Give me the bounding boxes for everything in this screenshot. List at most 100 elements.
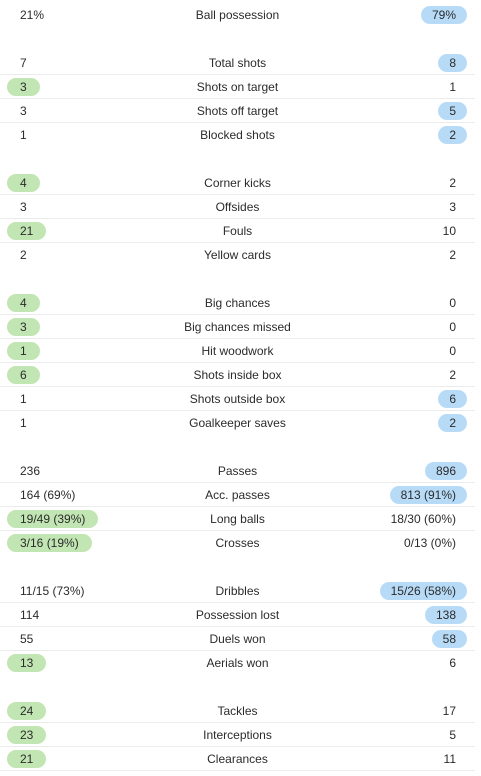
home-value: 55 <box>20 632 34 646</box>
away-value: 813 (91%) <box>389 486 467 504</box>
stat-label: Shots inside box <box>193 368 282 382</box>
stat-row-total-shots: Total shots 7 8 <box>0 51 475 75</box>
stat-row-shots-on-target: Shots on target 3 1 <box>0 75 475 99</box>
stat-label: Crosses <box>215 536 260 550</box>
away-value: 0 <box>449 320 456 334</box>
stat-label: Big chances <box>204 296 271 310</box>
home-value: 1 <box>20 392 27 406</box>
away-value: 15/26 (58%) <box>379 582 467 600</box>
stat-label: Total shots <box>208 56 267 70</box>
stat-row-offsides: Offsides 3 3 <box>0 195 475 219</box>
home-value: 3 <box>20 200 27 214</box>
stat-label: Goalkeeper saves <box>189 416 286 430</box>
stat-label: Long balls <box>210 512 265 526</box>
away-value: 2 <box>449 176 456 190</box>
home-value: 19/49 (39%) <box>7 510 99 528</box>
away-value: 5 <box>449 728 456 742</box>
away-value: 2 <box>449 248 456 262</box>
stat-row-shots-inside-box: Shots inside box 6 2 <box>0 363 475 387</box>
away-value: 896 <box>424 462 467 480</box>
away-value: 17 <box>442 704 456 718</box>
stat-row-ball-possession: Ball possession 21% 79% <box>0 3 475 27</box>
stat-label: Shots outside box <box>189 392 286 406</box>
home-value: 114 <box>20 608 40 622</box>
away-value: 79% <box>420 6 467 24</box>
stat-row-corner-kicks: Corner kicks 4 2 <box>0 171 475 195</box>
stat-row-tackles: Tackles 24 17 <box>0 699 475 723</box>
stat-label: Aerials won <box>206 656 269 670</box>
away-value: 58 <box>431 630 467 648</box>
stat-row-possession-lost: Possession lost 114 138 <box>0 603 475 627</box>
stat-label: Dribbles <box>215 584 260 598</box>
home-value: 236 <box>20 464 41 478</box>
stat-label: Hit woodwork <box>201 344 274 358</box>
stat-label: Blocked shots <box>200 128 275 142</box>
away-value: 2 <box>438 414 467 432</box>
home-value: 21 <box>7 750 47 768</box>
home-value: 6 <box>7 366 40 384</box>
stat-row-acc-passes: Acc. passes 164 (69%) 813 (91%) <box>0 483 475 507</box>
away-value: 10 <box>442 224 456 238</box>
stat-row-aerials-won: Aerials won 13 6 <box>0 651 475 675</box>
stat-label: Clearances <box>207 752 268 766</box>
home-value: 3 <box>20 104 27 118</box>
home-value: 11/15 (73%) <box>20 584 85 598</box>
away-value: 8 <box>438 54 467 72</box>
stat-row-crosses: Crosses 3/16 (19%) 0/13 (0%) <box>0 531 475 555</box>
away-value: 5 <box>438 102 467 120</box>
stat-label: Shots on target <box>196 80 279 94</box>
home-value: 1 <box>20 416 27 430</box>
stat-row-interceptions: Interceptions 23 5 <box>0 723 475 747</box>
home-value: 1 <box>20 128 27 142</box>
home-value: 7 <box>20 56 27 70</box>
away-value: 0/13 (0%) <box>403 536 456 550</box>
stat-row-goalkeeper-saves: Goalkeeper saves 1 2 <box>0 411 475 435</box>
home-value: 4 <box>7 294 40 312</box>
stat-row-hit-woodwork: Hit woodwork 1 0 <box>0 339 475 363</box>
stat-label: Duels won <box>209 632 266 646</box>
away-value: 1 <box>449 80 456 94</box>
stat-label: Offsides <box>215 200 260 214</box>
stat-label: Possession lost <box>195 608 280 622</box>
away-value: 0 <box>449 296 456 310</box>
stat-label: Shots off target <box>196 104 279 118</box>
stat-row-passes: Passes 236 896 <box>0 459 475 483</box>
stat-label: Interceptions <box>203 728 272 742</box>
home-value: 2 <box>20 248 27 262</box>
away-value: 6 <box>438 390 467 408</box>
away-value: 3 <box>449 200 456 214</box>
away-value: 2 <box>449 368 456 382</box>
stat-row-big-chances-missed: Big chances missed 3 0 <box>0 315 475 339</box>
home-value: 21 <box>7 222 47 240</box>
away-value: 6 <box>449 656 456 670</box>
stat-label: Yellow cards <box>204 248 271 262</box>
stat-row-shots-off-target: Shots off target 3 5 <box>0 99 475 123</box>
away-value: 11 <box>443 752 456 766</box>
stat-label: Tackles <box>217 704 258 718</box>
stat-row-blocked-shots: Blocked shots 1 2 <box>0 123 475 147</box>
home-value: 4 <box>7 174 40 192</box>
home-value: 3/16 (19%) <box>7 534 92 552</box>
home-value: 23 <box>7 726 47 744</box>
stat-row-yellow-cards: Yellow cards 2 2 <box>0 243 475 267</box>
home-value: 3 <box>7 318 40 336</box>
away-value: 18/30 (60%) <box>390 512 456 526</box>
home-value: 164 (69%) <box>20 488 76 502</box>
stat-row-shots-outside-box: Shots outside box 1 6 <box>0 387 475 411</box>
away-value: 0 <box>449 344 456 358</box>
stat-row-long-balls: Long balls 19/49 (39%) 18/30 (60%) <box>0 507 475 531</box>
home-value: 13 <box>7 654 47 672</box>
stat-row-fouls: Fouls 21 10 <box>0 219 475 243</box>
stat-row-duels-won: Duels won 55 58 <box>0 627 475 651</box>
stat-label: Fouls <box>222 224 253 238</box>
away-value: 138 <box>424 606 467 624</box>
stat-label: Ball possession <box>195 8 280 22</box>
stat-row-big-chances: Big chances 4 0 <box>0 291 475 315</box>
home-value: 24 <box>7 702 47 720</box>
stat-label: Acc. passes <box>205 488 270 502</box>
home-value: 21% <box>20 8 45 22</box>
stat-label: Big chances missed <box>184 320 291 334</box>
stat-label: Passes <box>217 464 258 478</box>
stat-label: Corner kicks <box>204 176 271 190</box>
